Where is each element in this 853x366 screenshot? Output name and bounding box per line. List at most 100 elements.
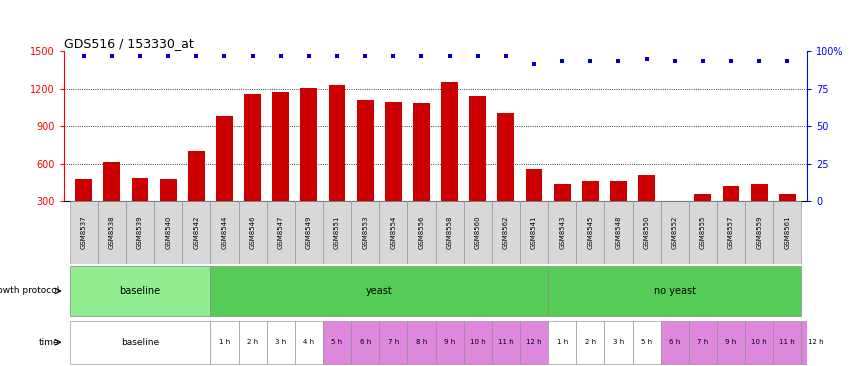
Text: GDS516 / 153330_at: GDS516 / 153330_at xyxy=(64,37,194,50)
FancyBboxPatch shape xyxy=(744,201,772,264)
FancyBboxPatch shape xyxy=(660,321,688,364)
Bar xyxy=(75,179,92,201)
Text: time: time xyxy=(39,338,60,347)
FancyBboxPatch shape xyxy=(322,321,351,364)
Bar xyxy=(581,181,598,201)
Text: GSM8543: GSM8543 xyxy=(559,216,565,249)
FancyBboxPatch shape xyxy=(632,321,660,364)
Text: GSM8554: GSM8554 xyxy=(390,216,396,249)
FancyBboxPatch shape xyxy=(576,321,604,364)
Text: GSM8537: GSM8537 xyxy=(81,216,87,249)
Text: GSM8562: GSM8562 xyxy=(502,216,508,249)
Bar xyxy=(722,186,739,201)
FancyBboxPatch shape xyxy=(379,321,407,364)
Text: 9 h: 9 h xyxy=(444,339,455,345)
Bar xyxy=(300,88,317,201)
FancyBboxPatch shape xyxy=(351,201,379,264)
FancyBboxPatch shape xyxy=(407,321,435,364)
FancyBboxPatch shape xyxy=(70,201,98,264)
Bar xyxy=(216,116,233,201)
Text: 11 h: 11 h xyxy=(779,339,794,345)
Text: GSM8561: GSM8561 xyxy=(783,216,789,249)
Text: GSM8560: GSM8560 xyxy=(474,216,480,249)
Bar xyxy=(609,181,626,201)
Bar xyxy=(413,103,429,201)
FancyBboxPatch shape xyxy=(238,201,266,264)
FancyBboxPatch shape xyxy=(98,201,126,264)
FancyBboxPatch shape xyxy=(322,201,351,264)
FancyBboxPatch shape xyxy=(491,321,519,364)
FancyBboxPatch shape xyxy=(266,321,294,364)
Bar xyxy=(244,94,261,201)
Text: 6 h: 6 h xyxy=(359,339,370,345)
FancyBboxPatch shape xyxy=(266,201,294,264)
Bar xyxy=(496,112,514,201)
FancyBboxPatch shape xyxy=(717,321,744,364)
Text: GSM8549: GSM8549 xyxy=(305,216,311,249)
FancyBboxPatch shape xyxy=(744,321,772,364)
Text: GSM8555: GSM8555 xyxy=(699,216,705,249)
Bar xyxy=(693,194,711,201)
Text: 3 h: 3 h xyxy=(612,339,624,345)
FancyBboxPatch shape xyxy=(548,321,576,364)
Text: GSM8547: GSM8547 xyxy=(277,216,283,249)
FancyBboxPatch shape xyxy=(182,201,210,264)
Text: baseline: baseline xyxy=(119,286,160,296)
Text: baseline: baseline xyxy=(121,338,159,347)
Text: GSM8553: GSM8553 xyxy=(362,216,368,249)
FancyBboxPatch shape xyxy=(576,201,604,264)
Bar xyxy=(441,82,457,201)
Text: 1 h: 1 h xyxy=(556,339,567,345)
Bar xyxy=(357,100,374,201)
Text: 1 h: 1 h xyxy=(218,339,229,345)
Text: 7 h: 7 h xyxy=(696,339,708,345)
FancyBboxPatch shape xyxy=(660,201,688,264)
Text: 12 h: 12 h xyxy=(807,339,822,345)
Text: GSM8540: GSM8540 xyxy=(165,216,171,249)
FancyBboxPatch shape xyxy=(491,201,519,264)
FancyBboxPatch shape xyxy=(435,321,463,364)
Text: GSM8552: GSM8552 xyxy=(671,216,677,249)
FancyBboxPatch shape xyxy=(407,201,435,264)
Text: yeast: yeast xyxy=(365,286,392,296)
Text: 8 h: 8 h xyxy=(415,339,426,345)
Text: 10 h: 10 h xyxy=(469,339,485,345)
Text: GSM8538: GSM8538 xyxy=(109,216,115,249)
Text: 11 h: 11 h xyxy=(497,339,514,345)
FancyBboxPatch shape xyxy=(604,201,632,264)
Bar xyxy=(188,151,205,201)
Text: 6 h: 6 h xyxy=(669,339,680,345)
FancyBboxPatch shape xyxy=(772,201,800,264)
Bar xyxy=(469,96,485,201)
Text: 3 h: 3 h xyxy=(275,339,286,345)
FancyBboxPatch shape xyxy=(379,201,407,264)
Text: GSM8556: GSM8556 xyxy=(418,216,424,249)
Text: 5 h: 5 h xyxy=(331,339,342,345)
Text: GSM8541: GSM8541 xyxy=(531,216,537,249)
Bar xyxy=(160,179,177,201)
FancyBboxPatch shape xyxy=(548,266,800,315)
Text: GSM8548: GSM8548 xyxy=(615,216,621,249)
FancyBboxPatch shape xyxy=(294,201,322,264)
Text: 10 h: 10 h xyxy=(751,339,766,345)
Text: 7 h: 7 h xyxy=(387,339,398,345)
FancyBboxPatch shape xyxy=(238,321,266,364)
FancyBboxPatch shape xyxy=(70,321,210,364)
FancyBboxPatch shape xyxy=(210,201,238,264)
FancyBboxPatch shape xyxy=(519,201,548,264)
FancyBboxPatch shape xyxy=(463,201,491,264)
FancyBboxPatch shape xyxy=(210,321,238,364)
Text: 2 h: 2 h xyxy=(247,339,258,345)
Text: GSM8546: GSM8546 xyxy=(249,216,255,249)
FancyBboxPatch shape xyxy=(70,266,210,315)
FancyBboxPatch shape xyxy=(772,321,800,364)
Text: GSM8559: GSM8559 xyxy=(755,216,761,249)
FancyBboxPatch shape xyxy=(548,201,576,264)
FancyBboxPatch shape xyxy=(463,321,491,364)
FancyBboxPatch shape xyxy=(351,321,379,364)
Text: 4 h: 4 h xyxy=(303,339,314,345)
FancyBboxPatch shape xyxy=(154,201,182,264)
FancyBboxPatch shape xyxy=(210,266,548,315)
Bar xyxy=(525,169,542,201)
Bar xyxy=(637,175,654,201)
